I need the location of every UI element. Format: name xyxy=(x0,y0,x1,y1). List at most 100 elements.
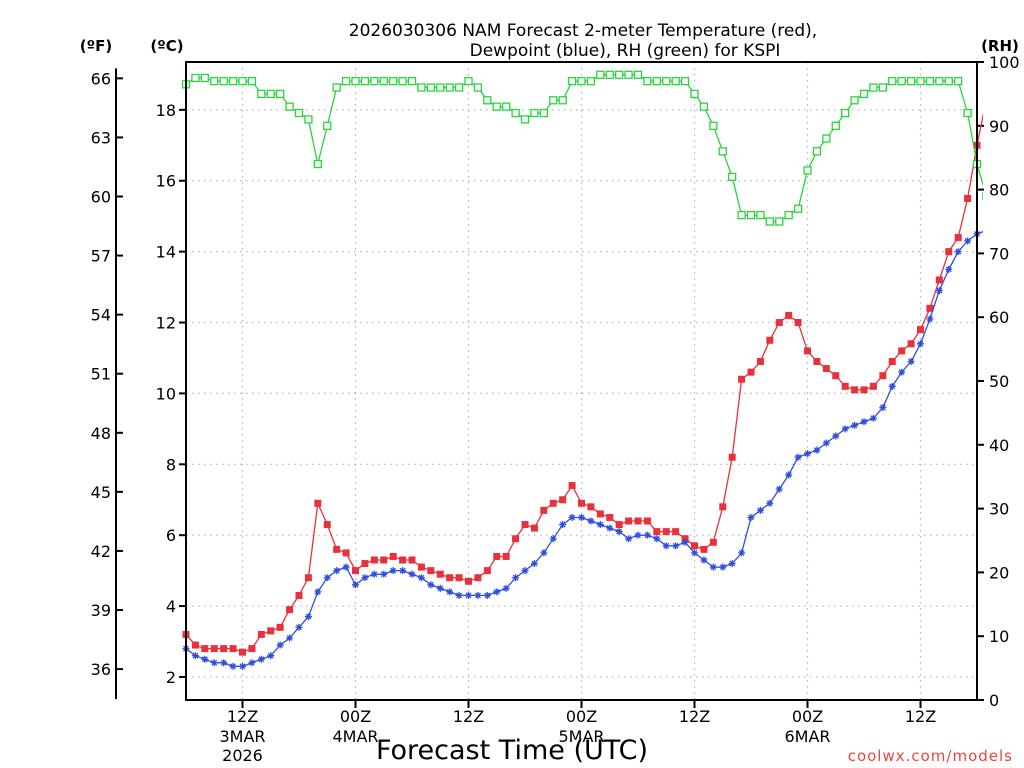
dewpoint-point-24 xyxy=(408,570,416,578)
rh-point-48 xyxy=(633,70,643,79)
dewpoint-point-29 xyxy=(455,591,463,599)
rh-point-61 xyxy=(756,210,765,220)
rh-point-11 xyxy=(285,102,294,111)
dewpoint-point-8 xyxy=(257,655,265,663)
dewpoint-point-37 xyxy=(530,560,538,568)
rh-point-18 xyxy=(351,76,360,86)
x-date-label-1: 4MAR xyxy=(332,727,378,746)
rh-tick-label-50: 50 xyxy=(989,372,1009,391)
dewpoint-point-46 xyxy=(615,528,623,536)
dewpoint-point-14 xyxy=(314,588,322,596)
rh-point-60 xyxy=(746,210,756,220)
dewpoint-point-72 xyxy=(860,418,868,426)
dewpoint-point-55 xyxy=(700,556,708,564)
fahrenheit-unit-label: (ºF) xyxy=(80,37,112,55)
temperature-point-35 xyxy=(512,535,520,543)
temperature-point-50 xyxy=(653,528,661,536)
fahrenheit-tick-label-57: 57 xyxy=(91,247,111,266)
dewpoint-point-40 xyxy=(559,521,567,529)
rh-point-31 xyxy=(473,83,483,92)
temperature-point-12 xyxy=(295,591,303,599)
dewpoint-point-10 xyxy=(276,641,284,649)
dewpoint-point-70 xyxy=(841,425,849,433)
temperature-point-58 xyxy=(728,453,736,461)
rh-point-81 xyxy=(944,76,953,86)
temperature-point-71 xyxy=(851,386,859,394)
dewpoint-point-38 xyxy=(540,549,548,557)
credit-label: coolwx.com/models xyxy=(848,747,1013,765)
temperature-point-17 xyxy=(342,549,350,557)
temperature-point-16 xyxy=(333,545,341,553)
x-date-label-0: 3MAR xyxy=(219,727,265,746)
dewpoint-point-77 xyxy=(907,358,915,366)
temperature-point-47 xyxy=(625,517,633,525)
temperature-point-13 xyxy=(304,574,312,582)
rh-point-74 xyxy=(878,83,887,92)
rh-point-19 xyxy=(360,76,370,86)
dewpoint-point-71 xyxy=(851,421,859,429)
dewpoint-point-23 xyxy=(399,567,407,575)
dewpoint-point-59 xyxy=(738,549,746,557)
rh-point-3 xyxy=(210,76,219,86)
dewpoint-point-7 xyxy=(248,659,256,667)
rh-point-44 xyxy=(596,70,605,79)
temperature-point-1 xyxy=(191,641,199,649)
rh-point-9 xyxy=(266,89,275,99)
temperature-point-36 xyxy=(521,521,529,529)
temperature-point-67 xyxy=(813,358,821,366)
temperature-point-7 xyxy=(248,645,256,653)
rh-point-37 xyxy=(530,108,539,118)
grid-lines xyxy=(186,62,977,700)
plot-frame xyxy=(185,61,978,701)
rh-point-83 xyxy=(963,108,972,118)
temperature-point-26 xyxy=(427,567,435,575)
dewpoint-point-20 xyxy=(370,570,378,578)
dewpoint-point-52 xyxy=(672,542,680,550)
temperature-point-46 xyxy=(615,521,623,529)
dewpoint-point-49 xyxy=(643,531,651,539)
rh-point-16 xyxy=(332,83,341,92)
temperature-point-69 xyxy=(832,372,840,380)
dewpoint-point-42 xyxy=(578,513,585,521)
dewpoint-point-81 xyxy=(945,265,953,273)
fahrenheit-tick-label-36: 36 xyxy=(91,660,111,679)
rh-tick-label-100: 100 xyxy=(989,53,1020,72)
rh-point-73 xyxy=(869,83,878,92)
temperature-point-30 xyxy=(465,577,472,585)
temperature-point-20 xyxy=(370,556,378,564)
x-date-label-5: 6MAR xyxy=(784,727,830,746)
rh-point-13 xyxy=(304,115,313,124)
temperature-point-28 xyxy=(446,574,454,582)
rh-point-17 xyxy=(341,76,351,86)
rh-point-22 xyxy=(389,76,398,86)
rh-point-47 xyxy=(624,70,633,79)
temperature-point-38 xyxy=(540,506,548,514)
dewpoint-point-45 xyxy=(606,524,614,532)
rh-point-76 xyxy=(897,76,906,86)
rh-point-54 xyxy=(690,89,699,99)
rh-point-35 xyxy=(511,108,520,118)
celsius-tick-label-6: 6 xyxy=(166,526,176,545)
rh-point-71 xyxy=(850,96,859,105)
rh-point-52 xyxy=(671,76,680,86)
dewpoint-point-28 xyxy=(446,588,454,596)
temperature-point-54 xyxy=(691,542,698,550)
temperature-point-62 xyxy=(766,336,774,344)
celsius-tick-label-16: 16 xyxy=(156,172,176,191)
temperature-point-85 xyxy=(982,95,983,103)
temperature-point-83 xyxy=(964,194,972,202)
temperature-point-59 xyxy=(738,375,746,383)
temperature-point-10 xyxy=(276,623,284,631)
fahrenheit-axis: 36 39 42 45 48 51 54 57 60 63 66 xyxy=(91,68,123,700)
rh-point-7 xyxy=(247,76,257,86)
temperature-point-27 xyxy=(436,570,444,578)
temperature-point-18 xyxy=(352,567,359,575)
temperature-point-8 xyxy=(257,630,265,638)
rh-point-58 xyxy=(728,172,737,181)
temperature-point-23 xyxy=(399,556,407,564)
fahrenheit-tick-label-48: 48 xyxy=(91,424,111,443)
dewpoint-point-27 xyxy=(436,584,444,592)
celsius-tick-label-14: 14 xyxy=(156,243,176,262)
rh-point-49 xyxy=(643,76,652,86)
